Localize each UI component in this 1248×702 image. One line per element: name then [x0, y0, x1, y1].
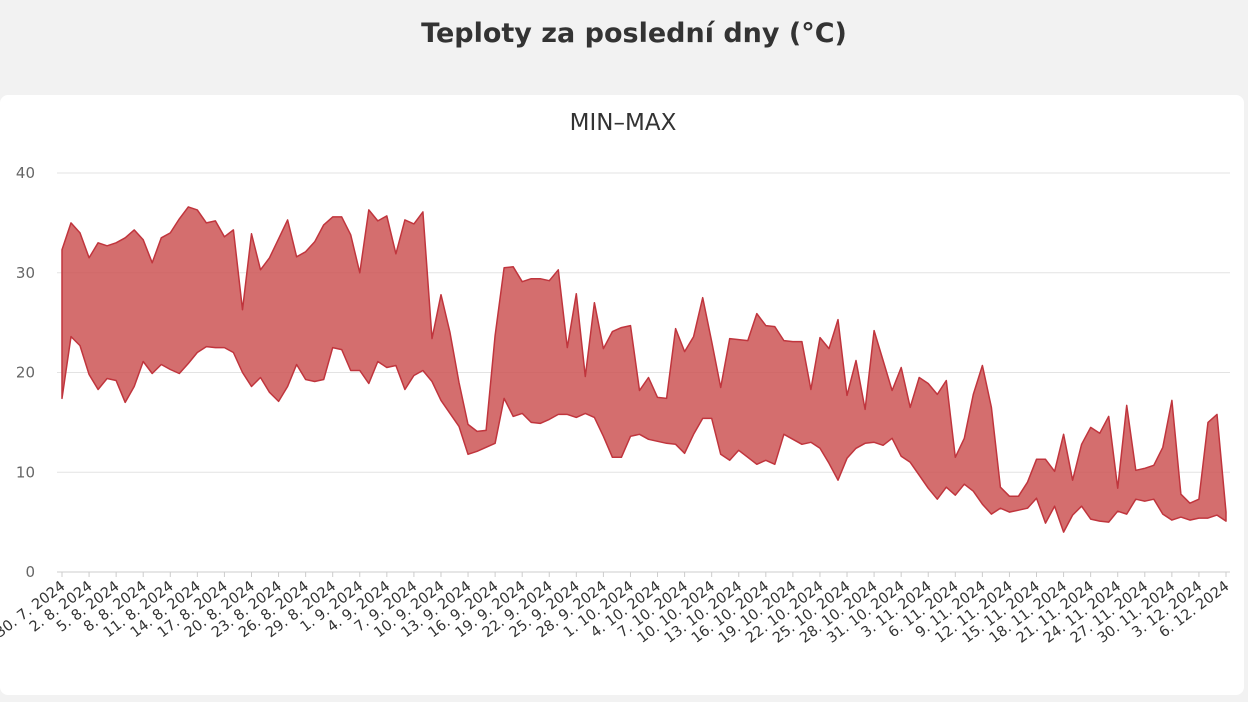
y-tick-label: 30 [16, 264, 35, 282]
min-max-range-area [61, 206, 1227, 533]
chart-card: MIN–MAX 0 10 20 30 40 30. 7. 2024 2. 8. 2024 5… [0, 95, 1244, 695]
page-title: Teploty za poslední dny (°C) [421, 18, 847, 49]
chart-subtitle: MIN–MAX [570, 110, 677, 136]
y-tick-label: 0 [25, 563, 35, 581]
y-tick-label: 40 [16, 164, 35, 182]
y-tick-label: 20 [16, 364, 35, 382]
y-axis: 0 10 20 30 40 [16, 164, 35, 581]
y-tick-label: 10 [16, 463, 35, 481]
